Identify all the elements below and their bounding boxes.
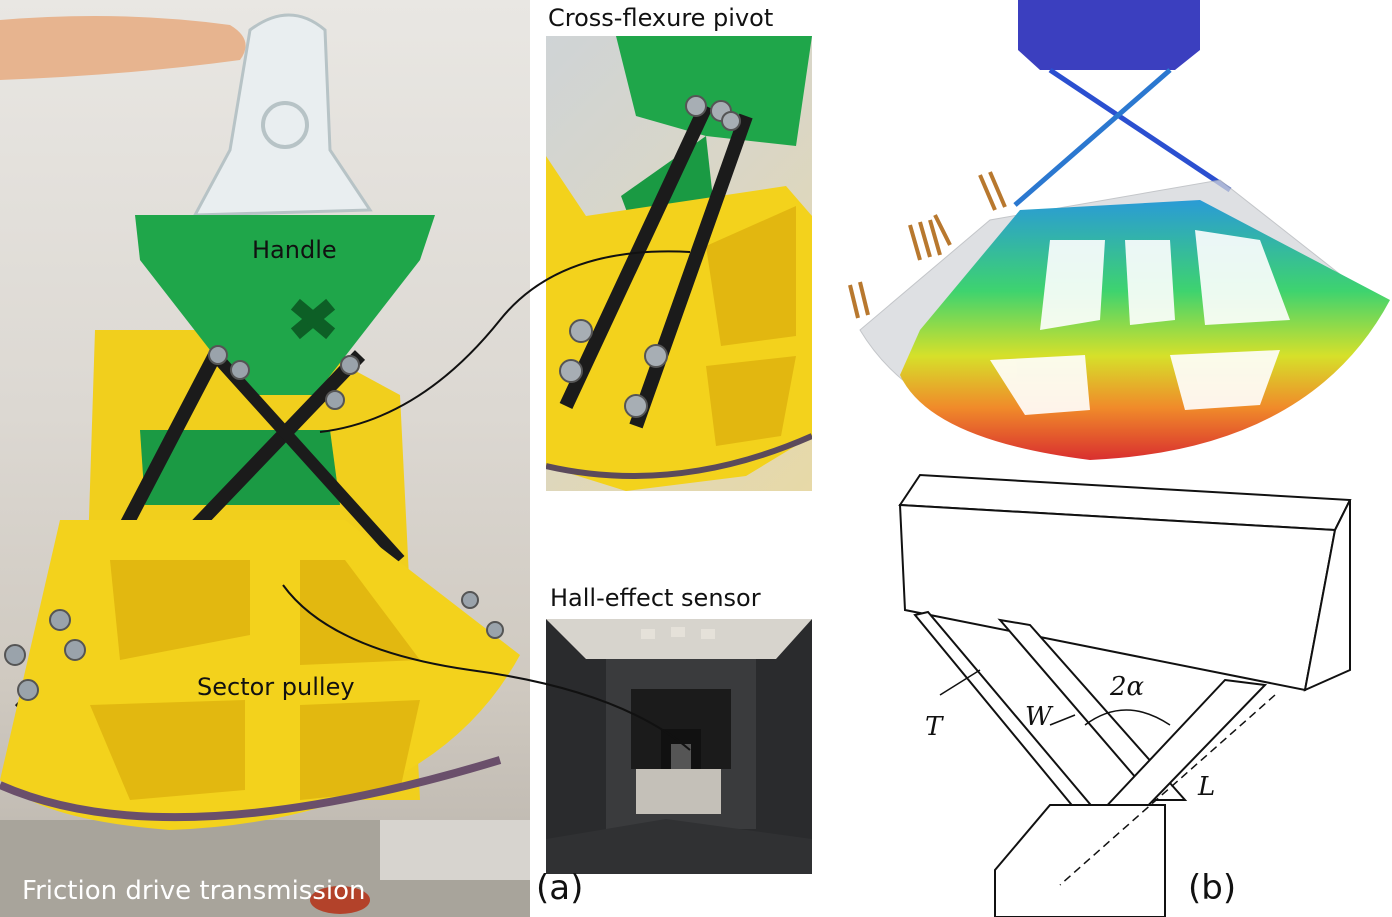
- panel-a-label: (a): [536, 868, 584, 908]
- sector-pulley-label: Sector pulley: [197, 673, 355, 701]
- angle-symbol: 2α: [1109, 672, 1145, 702]
- panel-b-label: (b): [1188, 868, 1237, 908]
- main-device-photo: Handle Sector pulley Friction drive tran…: [0, 0, 530, 917]
- cross-flexure-geometry-diagram: T W 2α L: [880, 470, 1392, 917]
- hall-sensor-illustration: [546, 619, 812, 874]
- friction-drive-label: Friction drive transmission: [22, 876, 366, 906]
- cross-flexure-photo: [546, 36, 812, 491]
- cross-flexure-title: Cross-flexure pivot: [548, 4, 774, 32]
- width-symbol: W: [1025, 702, 1054, 732]
- geometry-illustration: T W 2α L: [898, 473, 1352, 917]
- thickness-symbol: T: [925, 712, 944, 742]
- main-device-illustration: [0, 13, 530, 917]
- fea-illustration: [848, 0, 1390, 460]
- hall-sensor-photo: [546, 619, 812, 874]
- fea-simulation-render: [840, 0, 1392, 470]
- hall-sensor-title: Hall-effect sensor: [550, 584, 761, 612]
- length-symbol: L: [1197, 772, 1215, 802]
- cross-flexure-illustration: [546, 36, 812, 491]
- handle-label: Handle: [252, 236, 337, 264]
